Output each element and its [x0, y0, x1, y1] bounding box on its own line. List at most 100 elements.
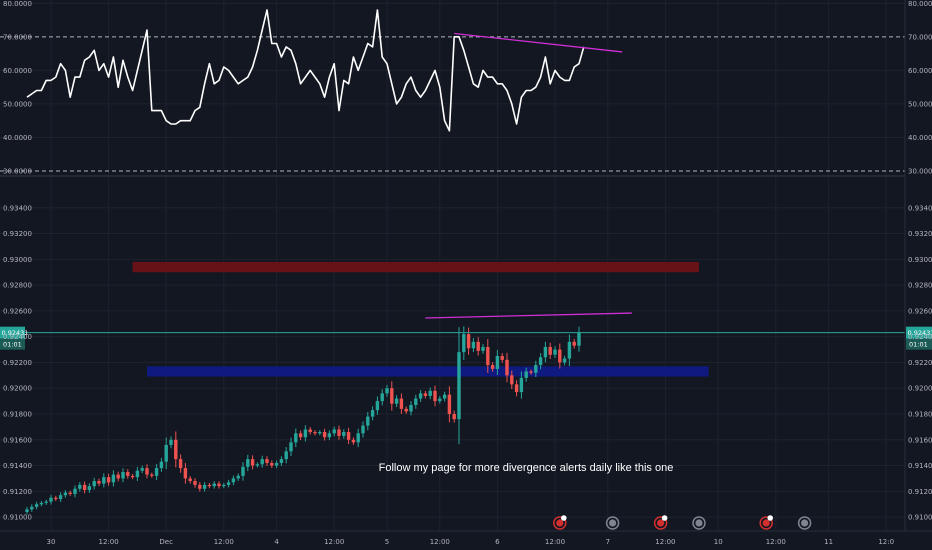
candle-body [366, 416, 370, 426]
candle-body [97, 481, 101, 484]
candle-body [567, 341, 572, 359]
oscillator-trendline[interactable] [454, 32, 623, 53]
event-dot [609, 519, 617, 527]
price-tick-label-left: 0.92800 [3, 282, 32, 290]
price-zones[interactable] [132, 261, 709, 377]
candle-body [313, 432, 317, 434]
oscillator-panel[interactable]: 80.0000 70.0000 60.0000 50.0000 40.0000 30.00… [0, 0, 932, 176]
candle-body [130, 475, 135, 478]
annotation-text: Follow my page for more divergence alert… [379, 462, 674, 474]
oscillator-tick-label-left: 40.0000 [3, 134, 32, 142]
price-axis-left: 0.93400 0.93200 0.93000 0.92800 0.92600 0.924… [3, 204, 32, 521]
candle-body [471, 341, 476, 349]
candle-body [481, 346, 485, 351]
price-tick-label-left: 0.91400 [3, 462, 32, 470]
time-tick-label: 6 [495, 538, 500, 546]
price-tick-label-left: 0.91600 [3, 436, 32, 444]
event-badge-dot [767, 515, 773, 521]
candle-body [322, 432, 327, 438]
price-zone-rect[interactable] [132, 261, 700, 273]
candle-body [279, 459, 284, 463]
price-tick-label-left: 0.93000 [3, 256, 32, 264]
price-axis-right: 0.93400 0.93200 0.93000 0.92800 0.92600 0.924… [908, 204, 932, 521]
price-trendline-segment[interactable] [425, 312, 632, 319]
candle-body [562, 358, 567, 363]
candle-body [298, 433, 303, 438]
time-tick-label: 12:00 [655, 538, 675, 546]
time-axis[interactable]: 30 12:00 Dec 12:00 4 12:00 5 12:00 6 12:00 7 12:00 1… [47, 538, 895, 546]
candle-body [274, 462, 279, 466]
candle-body [438, 398, 442, 402]
price-tick-label-left: 0.93400 [3, 204, 32, 212]
candle-body [303, 429, 308, 438]
candle-body [255, 464, 260, 466]
candle-body [418, 393, 423, 399]
candle-body [294, 433, 298, 443]
last-price-badge-right [906, 326, 932, 339]
last-price-label-left: 0.92431 [2, 329, 29, 337]
time-tick-label: 12:00 [545, 538, 565, 546]
oscillator-tick-label-right: 40.0000 [908, 134, 932, 142]
candle-body [370, 410, 375, 417]
price-trendline[interactable] [425, 312, 632, 319]
time-tick-label: 12:00 [214, 538, 234, 546]
candle-body [183, 468, 188, 479]
candle-body [193, 481, 197, 485]
candle-body [452, 414, 456, 420]
candle-body [500, 356, 504, 360]
price-tick-label-left: 0.92600 [3, 307, 32, 315]
price-zone-rect[interactable] [147, 366, 709, 377]
event-markers[interactable] [553, 515, 812, 530]
candle-body [538, 357, 543, 366]
event-badge-dot [661, 515, 668, 521]
event-dot [657, 519, 665, 527]
candle-body [212, 483, 216, 487]
oscillator-tick-label-right: 70.0000 [908, 33, 932, 41]
candle-body [433, 390, 437, 402]
candle-body [145, 468, 149, 475]
price-tick-label-left: 0.92400 [3, 333, 32, 341]
candle-body [346, 432, 351, 440]
price-tick-label-right: 0.92200 [908, 359, 932, 367]
event-dot [556, 519, 564, 527]
oscillator-grid [0, 2, 905, 172]
candle-body [236, 475, 240, 479]
countdown-label-right: 01:01 [909, 341, 928, 349]
candle-body [476, 341, 480, 351]
oscillator-tick-label-right: 60.0000 [908, 67, 932, 75]
candle-body [375, 401, 380, 411]
oscillator-axis-right: 80.0000 70.0000 60.0000 50.0000 40.0000 30.00… [908, 0, 932, 176]
candle-body [222, 484, 226, 487]
price-tick-label-left: 0.91000 [3, 514, 32, 522]
candle-body [246, 459, 250, 467]
candle-body [534, 365, 538, 373]
candle-body [198, 484, 202, 489]
oscillator-tick-label-left: 80.0000 [3, 0, 32, 8]
price-tick-label-right: 0.92800 [908, 282, 932, 290]
candle-body [54, 497, 58, 500]
candle-body [169, 439, 173, 445]
candle-body [34, 504, 39, 507]
time-tick-label: 12:00 [324, 538, 344, 546]
time-tick-label: 4 [274, 538, 279, 546]
candle-body [231, 478, 236, 483]
candle-body [577, 332, 581, 346]
time-tick-label: 12:00 [430, 538, 450, 546]
candle-body [361, 425, 365, 434]
candle-body [226, 482, 231, 485]
oscillator-trendline-segment[interactable] [454, 32, 623, 53]
candle-body [140, 468, 144, 471]
candle-body [106, 477, 111, 483]
candle-body [289, 442, 293, 452]
countdown-badge-right [906, 338, 932, 350]
candle-body [404, 408, 408, 412]
candle-body [121, 472, 125, 479]
oscillator-axis-left: 80.0000 70.0000 60.0000 50.0000 40.0000 30.00… [3, 0, 32, 176]
price-tick-label-right: 0.91400 [908, 462, 932, 470]
candle-body [510, 375, 514, 385]
price-tick-label-right: 0.91200 [908, 488, 932, 496]
price-tick-label-right: 0.93200 [908, 230, 932, 238]
oscillator-tick-label-right: 50.0000 [908, 100, 932, 108]
